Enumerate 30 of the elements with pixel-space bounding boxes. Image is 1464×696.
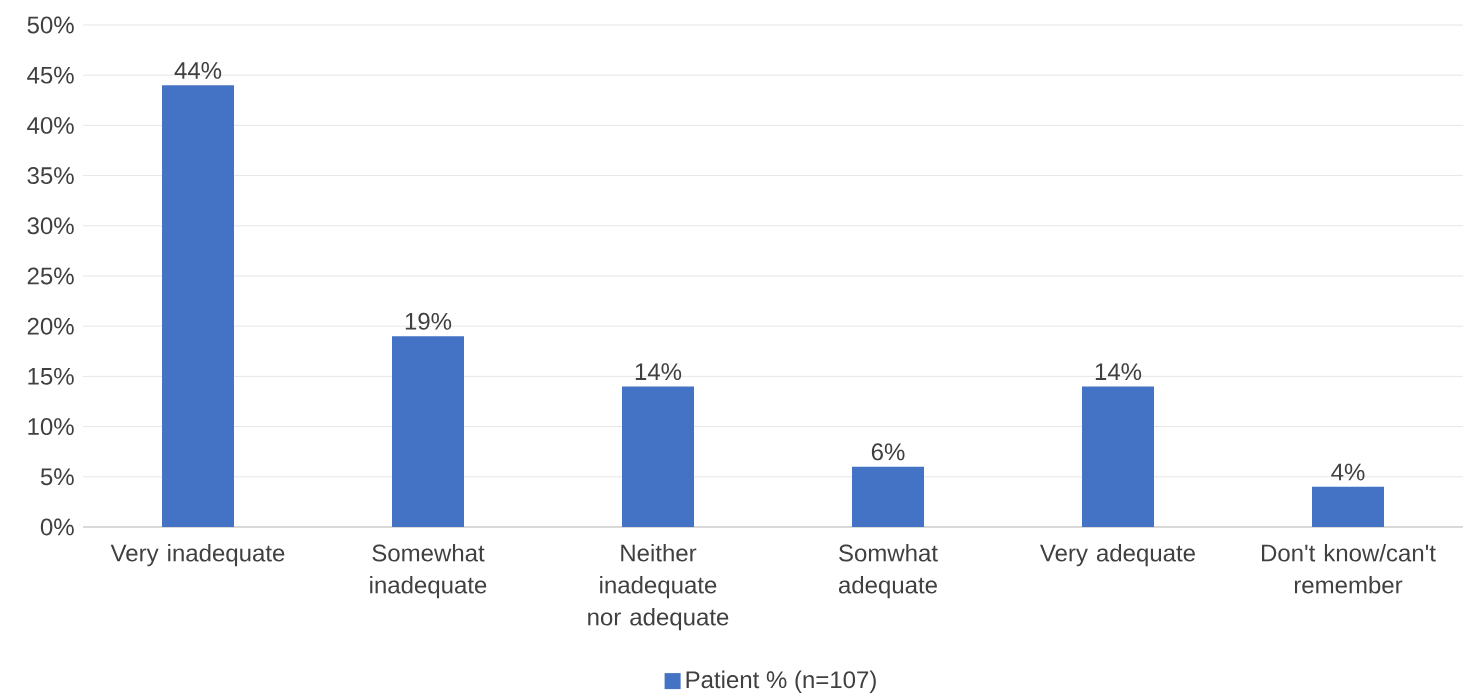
data-label: 14%	[1095, 363, 1142, 381]
y-tick-label: 5%	[40, 468, 74, 486]
x-tick-label: Very inadequate	[110, 543, 285, 567]
y-tick-label: 45%	[27, 66, 74, 84]
bar	[1082, 386, 1154, 527]
x-tick-label: Neither inadequate nor adequate	[588, 543, 729, 631]
data-label: 14%	[635, 363, 682, 381]
x-tick-label: Don't know/can't remember	[1262, 543, 1436, 594]
data-label: 4%	[1331, 463, 1365, 481]
y-tick-label: 15%	[28, 367, 74, 385]
y-tick-label: 50%	[27, 16, 74, 34]
data-label: 19%	[405, 312, 452, 330]
bar	[852, 466, 924, 527]
data-label: 6%	[871, 443, 905, 461]
legend-label: Patient % (n=107)	[686, 670, 876, 693]
bar	[622, 386, 694, 527]
y-tick-label: 30%	[27, 217, 74, 235]
data-label: 44%	[174, 62, 222, 79]
y-tick-label: 10%	[28, 418, 74, 436]
x-tick-label: Somewhat inadequate	[370, 543, 487, 599]
y-tick-label: 35%	[27, 167, 74, 185]
y-tick-label: 20%	[27, 317, 74, 335]
y-tick-label: 25%	[27, 267, 74, 285]
bar	[392, 336, 465, 527]
x-tick-label: Somwhat adequate	[838, 543, 938, 599]
x-tick-label: Very adequate	[1040, 543, 1195, 567]
y-tick-label: 40%	[27, 116, 74, 134]
bar	[1311, 486, 1384, 527]
bar	[162, 85, 235, 527]
y-tick-label: 0%	[40, 518, 74, 536]
